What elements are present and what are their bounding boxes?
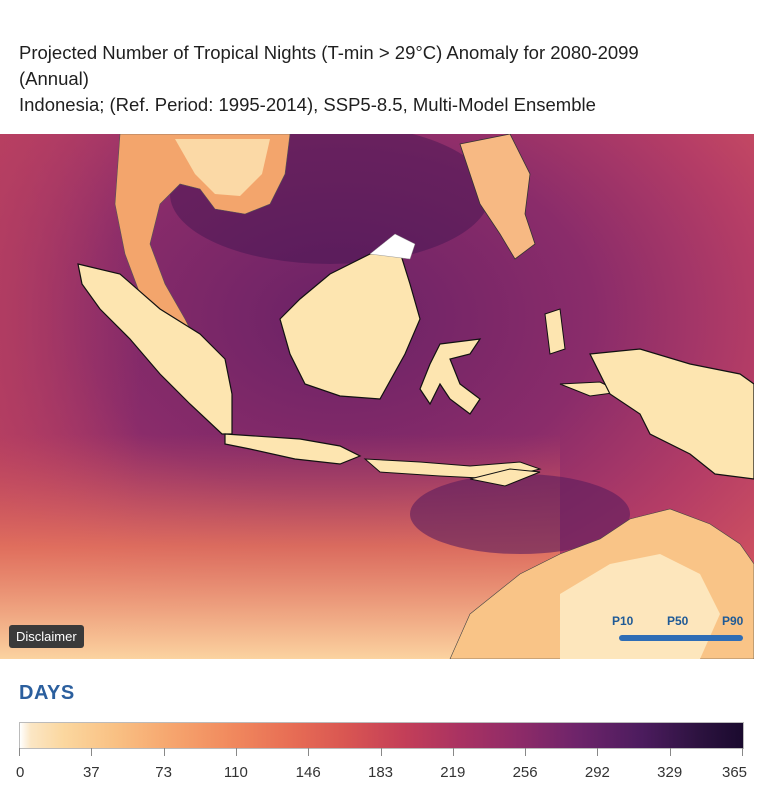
- percentile-slider[interactable]: [619, 635, 743, 641]
- legend-tick-label: 0: [16, 764, 25, 781]
- percentile-p50[interactable]: P50: [667, 614, 689, 628]
- map-svg[interactable]: [0, 134, 754, 659]
- legend-tick-label: 73: [155, 764, 172, 781]
- java: [224, 433, 362, 465]
- chart-title: Projected Number of Tropical Nights (T-m…: [19, 40, 749, 118]
- title-line-1: Projected Number of Tropical Nights (T-m…: [19, 42, 639, 63]
- legend-tick-mark: [742, 748, 743, 756]
- legend-tick-mark: [235, 748, 237, 756]
- map-panel[interactable]: [0, 134, 754, 659]
- legend-tick-mark: [452, 748, 454, 756]
- legend-tick-label: 365: [721, 764, 748, 781]
- mainland-warm-core: [175, 139, 270, 196]
- title-line-2: (Annual): [19, 68, 89, 89]
- borneo-north: [369, 233, 416, 260]
- maluku: [544, 308, 566, 355]
- legend-tick-label: 146: [295, 764, 321, 781]
- legend-tick-label: 292: [584, 764, 610, 781]
- legend-tick-mark: [669, 748, 671, 756]
- legend-tick-label: 329: [657, 764, 683, 781]
- legend-tick-mark: [19, 748, 20, 756]
- title-line-3: Indonesia; (Ref. Period: 1995-2014), SSP…: [19, 94, 596, 115]
- percentile-p90[interactable]: P90: [722, 614, 744, 628]
- legend-tick-label: 110: [223, 764, 248, 781]
- legend-ticks: 0 37 73 110 146 183 219 256 292 329 365: [16, 748, 747, 788]
- sea-deep-patch: [410, 474, 630, 554]
- percentile-p10[interactable]: P10: [612, 614, 634, 628]
- new-guinea: [589, 348, 754, 480]
- legend-tick-label: 37: [82, 764, 100, 781]
- legend-tick-mark: [525, 748, 527, 756]
- disclaimer-button[interactable]: Disclaimer: [9, 625, 84, 648]
- legend-tick-label: 183: [367, 764, 394, 781]
- australia-warm: [560, 554, 720, 659]
- legend-tick-label: 219: [440, 764, 466, 781]
- timor: [469, 468, 541, 487]
- legend-tick-mark: [380, 748, 382, 756]
- legend-title: DAYS: [19, 682, 75, 704]
- percentile-labels: P10 P50 P90: [612, 614, 752, 630]
- philippines: [459, 134, 536, 260]
- legend-tick-mark: [91, 748, 93, 756]
- legend-tick-mark: [597, 748, 599, 756]
- legend-tick-label: 256: [512, 764, 538, 781]
- sulawesi: [419, 338, 482, 415]
- legend-tick-mark: [308, 748, 310, 756]
- legend-tick-mark: [163, 748, 165, 756]
- legend-color-bar: [19, 722, 744, 749]
